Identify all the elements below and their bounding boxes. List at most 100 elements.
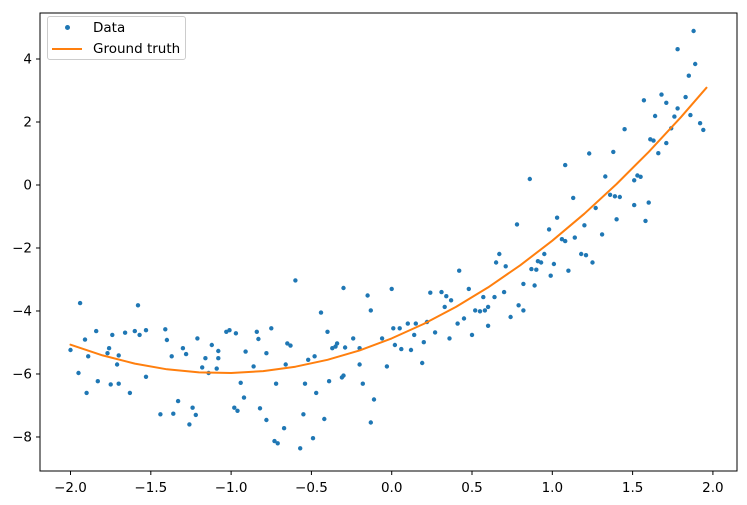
data-point [444,294,449,299]
data-point [497,251,502,257]
legend-marker-area [48,25,86,30]
data-point [508,314,513,320]
data-point [420,360,425,366]
data-point [485,304,491,310]
data-point [190,405,195,410]
data-point [283,362,288,367]
data-point [461,316,467,321]
data-point [611,149,616,155]
data-point [233,331,239,336]
data-point [68,347,73,353]
data-point [546,227,552,232]
data-point [527,176,532,182]
data-point [542,251,547,257]
data-point [643,218,648,224]
data-point [579,251,584,257]
data-point [664,100,669,106]
data-point [203,356,208,361]
data-point [612,194,618,199]
x-tick-label: 2.0 [702,480,723,496]
data-point [114,362,120,367]
data-point [137,332,142,338]
x-tick-label: −0.5 [295,480,328,496]
data-point [514,222,520,227]
data-point [428,290,433,295]
data-point [116,381,121,386]
data-point [587,151,592,156]
data-point [251,364,256,369]
data-point [697,121,703,126]
data-point [306,357,311,362]
y-tick-label: −2 [12,240,32,256]
data-point-marker-icon [64,25,70,30]
data-point [341,285,346,291]
data-point [371,397,377,402]
data-point [492,294,497,300]
data-point [638,174,643,179]
y-tick-label: 4 [23,51,32,67]
y-tick-label: −8 [12,429,32,445]
data-point [503,264,508,269]
x-tick-label: 0.0 [381,480,402,496]
data-point [143,374,149,379]
data-point [318,310,324,315]
data-point [397,326,402,331]
data-point [534,267,539,272]
data-point [314,390,319,396]
data-point [651,138,656,143]
data-point [273,381,279,386]
data-point [391,326,396,331]
data-point [659,92,664,97]
data-point [175,398,181,404]
data-point [521,281,526,287]
legend-item-ground-truth: Ground truth [48,39,185,58]
data-point [110,332,115,338]
data-point [180,346,186,351]
data-point [135,303,141,308]
data-point [325,329,330,334]
data-point [656,151,661,156]
data-point [254,329,259,334]
data-point [360,381,365,386]
data-point [143,328,149,333]
data-point [132,328,137,334]
data-point [593,205,598,211]
data-point [351,336,356,341]
data-point [298,446,303,451]
data-point [622,127,627,132]
data-point [466,286,471,292]
data-point [281,426,287,431]
legend-label-ground-truth: Ground truth [93,40,181,57]
data-point [582,223,587,228]
scatter-points [68,28,706,451]
data-point [469,332,475,338]
data-point [571,195,576,201]
data-point [641,98,647,103]
data-point [532,283,537,288]
x-tick-label: 0.5 [461,480,482,496]
data-point [368,308,373,313]
data-point [675,106,680,111]
data-point [652,113,658,119]
data-point [408,347,414,353]
data-point [169,354,174,359]
data-point [95,379,101,384]
data-point [457,268,462,273]
data-point [269,326,274,331]
legend-marker-area [48,47,86,50]
x-tick-label: −1.5 [134,480,167,496]
data-point [86,354,91,359]
data-point [122,330,128,335]
data-point [563,162,568,168]
legend-item-data: Data [48,18,185,37]
data-point [473,308,478,313]
data-point [163,327,168,332]
data-point [614,217,619,222]
data-point [301,412,306,417]
x-tick-label: −1.0 [215,480,248,496]
data-point [334,341,340,346]
data-point [302,381,308,386]
y-tick-label: 2 [23,114,32,130]
line-marker-icon [52,47,82,50]
